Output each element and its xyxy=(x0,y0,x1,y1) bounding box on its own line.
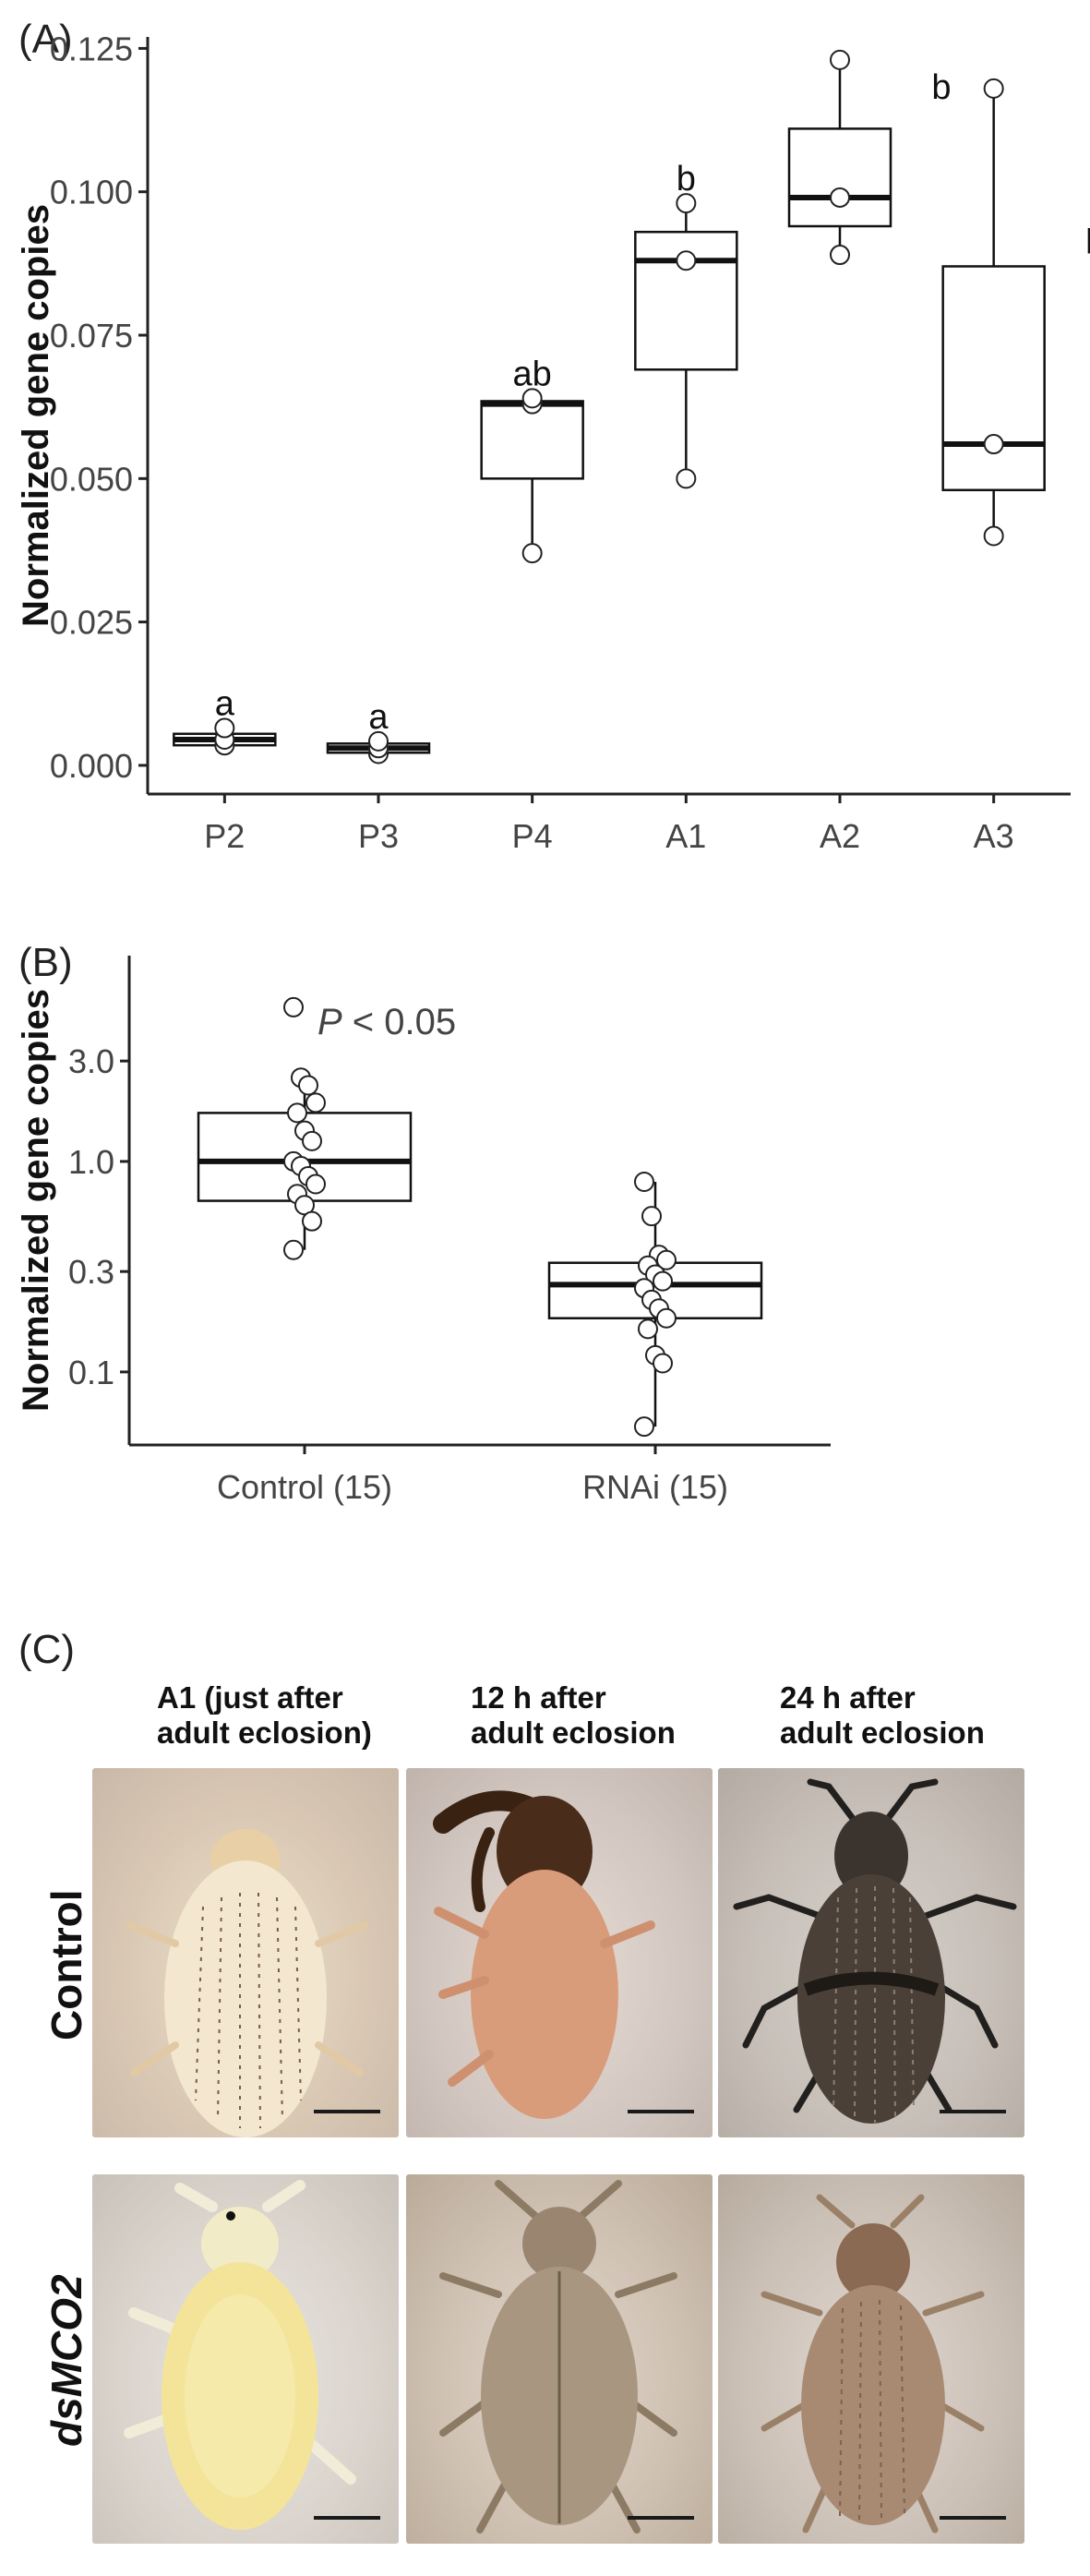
scale-bar xyxy=(628,2110,694,2113)
photo-dsmco2-a1 xyxy=(92,2174,399,2544)
data-point xyxy=(287,1102,307,1124)
column-header-12h: 12 h after adult eclosion xyxy=(471,1680,676,1751)
data-point xyxy=(298,1075,318,1096)
y-tick-label: 0.3 xyxy=(68,1253,114,1291)
y-axis-label: Normalized gene copies xyxy=(16,989,56,1412)
chart-a: 0.000 0.025 0.050 0.075 0.100 0.125 Normalized… xyxy=(16,30,1090,855)
x-tick-label: P4 xyxy=(512,817,553,855)
weevil-control-12h xyxy=(433,1790,655,2119)
group-label: a xyxy=(368,698,389,737)
chart-b: 0.1 0.3 1.0 3.0 Normalized gene copies Contro… xyxy=(16,956,831,1506)
y-tick-label: 0.075 xyxy=(50,317,133,355)
photo-dsmco2-24h xyxy=(718,2174,1024,2544)
group-label: b xyxy=(677,160,696,199)
scale-bar xyxy=(314,2110,380,2113)
data-point xyxy=(983,78,1004,99)
photo-dsmco2-12h xyxy=(406,2174,713,2544)
data-point xyxy=(638,1318,658,1340)
panel-label-b: (B) xyxy=(18,940,73,985)
group-label: b xyxy=(931,68,951,107)
data-point xyxy=(305,1092,326,1113)
group-label: ab xyxy=(513,355,552,393)
column-header-a1: A1 (just after adult eclosion) xyxy=(157,1680,372,1751)
weevil-dsmco2-24h xyxy=(761,2194,985,2534)
data-point xyxy=(283,1239,304,1260)
y-tick-label: 3.0 xyxy=(68,1042,114,1080)
data-point xyxy=(634,1416,654,1438)
group-label: b xyxy=(1085,223,1090,261)
data-point xyxy=(676,193,697,214)
y-axis-label: Normalized gene copies xyxy=(16,204,56,627)
data-point xyxy=(676,468,697,489)
data-point xyxy=(653,1270,673,1292)
x-tick-label: A1 xyxy=(665,817,706,855)
photo-control-12h xyxy=(406,1768,713,2137)
data-point xyxy=(283,996,304,1017)
data-point xyxy=(302,1130,322,1151)
p-value-text: < 0.05 xyxy=(342,1002,456,1042)
weevil-control-a1 xyxy=(126,1829,368,2137)
data-point xyxy=(641,1206,662,1227)
x-tick-label: P3 xyxy=(358,817,399,855)
data-point xyxy=(302,1210,322,1232)
panel-label-a: (A) xyxy=(18,17,73,62)
data-point xyxy=(368,730,389,752)
column-header-12h-text: 12 h after adult eclosion xyxy=(471,1680,676,1750)
y-tick-label: 0.1 xyxy=(68,1354,114,1391)
column-header-24h-text: 24 h after adult eclosion xyxy=(780,1680,985,1750)
scale-bar xyxy=(940,2110,1006,2113)
data-point xyxy=(653,1353,673,1374)
scale-bar xyxy=(628,2516,694,2520)
y-tick-label: 0.050 xyxy=(50,460,133,498)
data-point xyxy=(830,245,850,266)
column-header-a1-text: A1 (just after adult eclosion) xyxy=(157,1680,372,1750)
y-tick-label: 0.025 xyxy=(50,604,133,642)
weevil-dsmco2-12h xyxy=(439,2180,677,2534)
data-point xyxy=(983,525,1004,547)
panel-label-c: (C) xyxy=(18,1627,76,1672)
data-point xyxy=(656,1249,677,1270)
y-tick-label: 0.125 xyxy=(50,30,133,67)
data-point xyxy=(983,434,1004,455)
x-tick-label: Control (15) xyxy=(217,1468,392,1506)
column-header-24h: 24 h after adult eclosion xyxy=(780,1680,985,1751)
data-point xyxy=(521,388,543,409)
row-label-control-text: Control xyxy=(42,1889,90,2040)
x-tick-label: P2 xyxy=(204,817,245,855)
data-point xyxy=(634,1172,654,1193)
box xyxy=(941,265,1046,492)
data-point xyxy=(521,543,543,564)
x-tick-label: A2 xyxy=(820,817,860,855)
data-point xyxy=(656,1307,677,1329)
row-label-dsmco2: dsMCO2 xyxy=(42,2274,91,2447)
data-point xyxy=(830,187,850,208)
weevil-dsmco2-a1 xyxy=(124,2180,356,2530)
x-tick-label: A3 xyxy=(974,817,1014,855)
photo-control-a1 xyxy=(92,1768,399,2137)
scale-bar xyxy=(940,2516,1006,2520)
data-point xyxy=(830,49,850,70)
data-point xyxy=(305,1174,326,1195)
y-tick-label: 0.100 xyxy=(50,174,133,211)
p-value-symbol: P xyxy=(317,1002,342,1042)
x-tick-label: RNAi (15) xyxy=(582,1468,728,1506)
y-tick-label: 1.0 xyxy=(68,1143,114,1181)
box xyxy=(787,127,892,228)
p-value-annotation: P < 0.05 xyxy=(317,1002,456,1042)
group-label: a xyxy=(215,685,235,724)
row-label-control: Control xyxy=(42,1889,91,2040)
row-label-dsmco2-text: dsMCO2 xyxy=(42,2274,90,2447)
data-point xyxy=(214,717,235,739)
photo-control-24h xyxy=(718,1768,1024,2137)
data-point xyxy=(676,250,697,271)
weevil-control-24h xyxy=(733,1778,1017,2124)
y-tick-label: 0.000 xyxy=(50,747,133,785)
scale-bar xyxy=(314,2516,380,2520)
